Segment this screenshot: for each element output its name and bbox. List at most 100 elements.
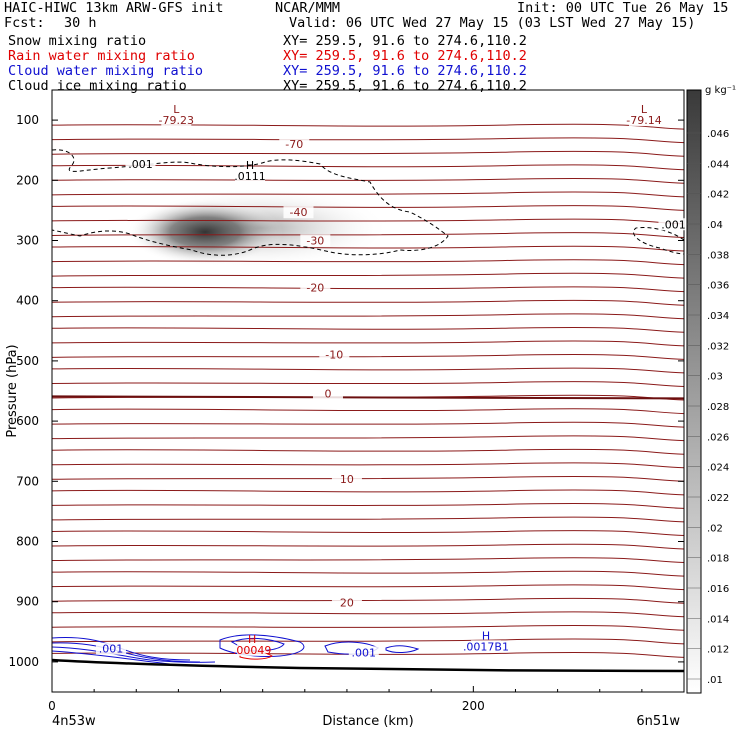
colorbar-level-label: .034 bbox=[707, 311, 729, 322]
field-xy-snow: XY= 259.5, 91.6 to 274.6,110.2 bbox=[283, 33, 527, 49]
y-axis-title: Pressure (hPa) bbox=[5, 344, 20, 437]
colorbar: g kg⁻¹ .01 .012 .014 .016 .018 .02 .022 .024 .02… bbox=[686, 85, 736, 694]
colorbar-level-label: .018 bbox=[707, 554, 729, 565]
field-xy-rain: XY= 259.5, 91.6 to 274.6,110.2 bbox=[283, 48, 527, 64]
fcst-value: 30 h bbox=[64, 15, 97, 31]
cloud-water-label-bg bbox=[95, 642, 126, 655]
x-left-end-label: 4n53w bbox=[52, 714, 96, 729]
colorbar-level-label: .04 bbox=[707, 220, 723, 231]
colorbar-level-label: .01 bbox=[707, 675, 723, 686]
org-label: NCAR/MMM bbox=[275, 0, 341, 16]
run-title: HAIC-HIWC 13km ARW-GFS init bbox=[4, 0, 224, 16]
temperature-isoline bbox=[51, 557, 685, 564]
temperature-isoline bbox=[51, 543, 685, 550]
temperature-isoline bbox=[51, 597, 685, 604]
y-tick-label: 700 bbox=[16, 474, 39, 488]
temperature-label: 10 bbox=[340, 473, 354, 486]
temperature-isoline bbox=[51, 137, 685, 144]
temperature-isoline bbox=[51, 435, 685, 442]
temperature-label: -10 bbox=[325, 348, 343, 361]
y-tick-label: 300 bbox=[16, 234, 39, 248]
cloud-ice-label: .001 bbox=[128, 158, 153, 171]
temperature-isoline bbox=[51, 652, 685, 658]
temperature-label-bg bbox=[300, 234, 331, 247]
temperature-label-bg bbox=[279, 138, 310, 151]
temperature-isoline bbox=[51, 326, 685, 333]
temperature-isoline bbox=[51, 218, 685, 225]
fcst-label: Fcst: bbox=[4, 15, 45, 31]
cloud-water-label-marker: H bbox=[482, 629, 490, 642]
temperature-isoline bbox=[51, 408, 685, 415]
low-temperature-label-bg bbox=[628, 114, 659, 127]
temperature-isoline bbox=[51, 570, 685, 577]
y-tick-label: 100 bbox=[16, 113, 39, 127]
cloud-water-label: .0017B1 bbox=[463, 640, 509, 653]
colorbar-level-label: .042 bbox=[707, 190, 729, 201]
rain-label-bg bbox=[237, 643, 268, 656]
temperature-isoline bbox=[51, 205, 685, 211]
colorbar-level-label: .036 bbox=[707, 281, 729, 292]
temperature-isoline bbox=[51, 448, 685, 455]
temperature-isoline bbox=[51, 462, 685, 469]
field-name-snow: Snow mixing ratio bbox=[8, 33, 147, 49]
low-temperature-label-marker: L bbox=[173, 103, 180, 116]
temperature-isoline bbox=[51, 638, 685, 645]
field-name-rain: Rain water mixing ratio bbox=[8, 48, 195, 64]
temperature-label-bg bbox=[319, 348, 350, 361]
temperature-label: -30 bbox=[306, 235, 324, 248]
temperature-isoline bbox=[51, 530, 685, 536]
temperature-isoline bbox=[51, 584, 685, 591]
low-temperature-label: -79.23 bbox=[159, 114, 194, 127]
colorbar-level-label: .016 bbox=[707, 584, 729, 595]
temperature-isoline bbox=[51, 232, 685, 238]
field-name-cloud-water: Cloud water mixing ratio bbox=[8, 63, 204, 79]
x-axis: 0 200 bbox=[48, 686, 643, 713]
colorbar-level-label: .02 bbox=[707, 523, 723, 534]
temperature-isoline bbox=[51, 123, 685, 130]
cloud-water-label-bg bbox=[348, 646, 379, 659]
temperature-label: -40 bbox=[289, 206, 307, 219]
cloud-ice-label-bg bbox=[125, 158, 156, 171]
temperature-label: 0 bbox=[324, 387, 331, 400]
colorbar-level-label: .012 bbox=[707, 645, 729, 656]
temperature-label-bg bbox=[331, 472, 362, 485]
temperature-isoline bbox=[51, 611, 685, 618]
y-tick-label: 200 bbox=[16, 173, 39, 187]
surface-terrain-line bbox=[51, 658, 685, 673]
colorbar-level-label: .022 bbox=[707, 493, 729, 504]
temperature-label-bg bbox=[331, 596, 362, 609]
init-time: Init: 00 UTC Tue 26 May 15 bbox=[517, 0, 729, 16]
temperature-isoline bbox=[51, 340, 685, 347]
temperature-isoline bbox=[51, 503, 685, 509]
colorbar-unit: g kg⁻¹ bbox=[705, 85, 736, 96]
cloud-ice-label-marker: H bbox=[246, 159, 254, 172]
y-tick-label: 1000 bbox=[8, 655, 39, 669]
y-tick-label: 900 bbox=[16, 595, 39, 609]
temperature-isoline bbox=[51, 381, 685, 387]
zero-degree-isotherm bbox=[51, 395, 685, 400]
cloud-ice-labels: .001 .001 H.0111 bbox=[125, 158, 689, 231]
field-xy-cloud-water: XY= 259.5, 91.6 to 274.6,110.2 bbox=[283, 63, 527, 79]
y-tick-label: 400 bbox=[16, 294, 39, 308]
low-temperature-label: -79.14 bbox=[626, 114, 661, 127]
plot-frame bbox=[51, 89, 685, 693]
temperature-isoline bbox=[51, 177, 685, 184]
colorbar-level-label: .044 bbox=[707, 159, 729, 170]
x-axis-title: Distance (km) bbox=[322, 714, 413, 729]
temperature-isoline bbox=[51, 286, 685, 293]
colorbar-level-label: .032 bbox=[707, 341, 729, 352]
snow-shading bbox=[127, 188, 390, 268]
rain-label: .00049 bbox=[233, 644, 272, 657]
cloud-water-label-bg bbox=[470, 640, 501, 653]
rain-labels: H.00049 bbox=[233, 633, 272, 657]
temperature-isoline bbox=[51, 516, 685, 523]
temperature-isoline bbox=[51, 489, 685, 496]
temperature-isoline bbox=[51, 164, 685, 171]
x-tick-label: 0 bbox=[48, 699, 56, 713]
temperature-contours bbox=[51, 123, 685, 658]
colorbar-level-label: .024 bbox=[707, 463, 729, 474]
temperature-isoline bbox=[51, 272, 685, 279]
